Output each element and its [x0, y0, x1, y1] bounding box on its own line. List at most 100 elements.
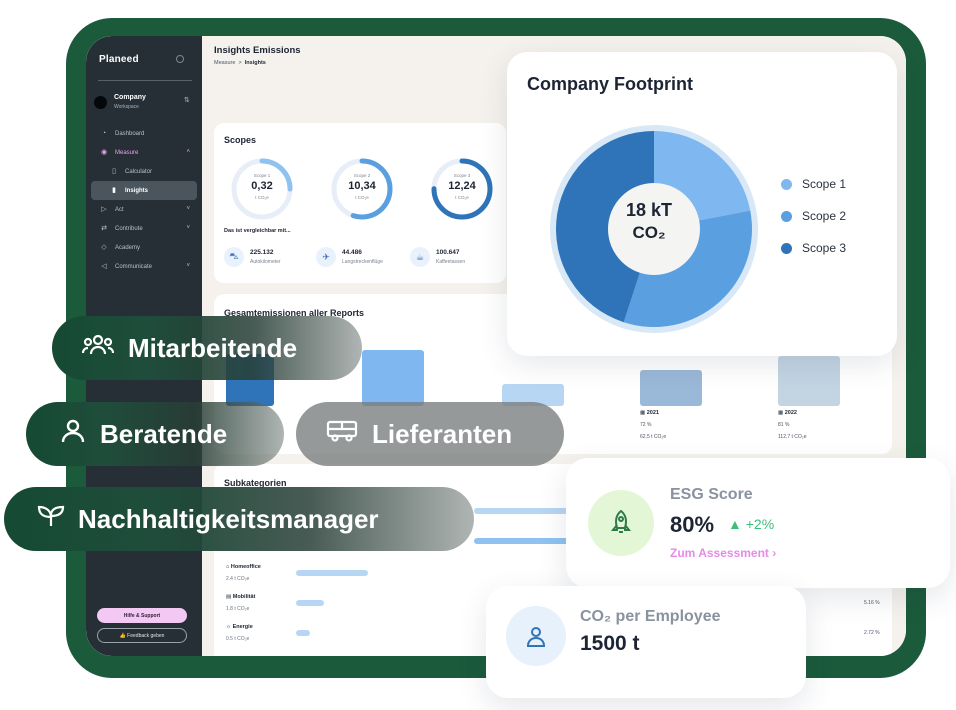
comparison-title: Das ist vergleichbar mit... [224, 228, 291, 234]
footprint-pie-chart [550, 125, 758, 333]
subcat-mobility: ▤ Mobilität [226, 594, 256, 600]
subcat-homeoffice: ⌂ Homeoffice [226, 564, 261, 570]
sidebar-item-act[interactable]: ▷ Act ˅ [86, 200, 202, 219]
year-2022-percent: 81 % [778, 422, 790, 428]
footprint-center-unit: CO₂ [632, 223, 666, 242]
role-label: Lieferanten [372, 418, 513, 449]
car-icon: ⛍ [224, 247, 244, 267]
sidebar-item-label: Act [115, 206, 124, 213]
role-label: Nachhaltigkeitsmanager [78, 503, 379, 534]
legend-label: Scope 1 [802, 177, 847, 191]
page-title: Insights Emissions [214, 45, 301, 56]
scope2-value: 10,34 [348, 180, 376, 192]
sidebar-item-contribute[interactable]: ⇄ Contribute ˅ [86, 219, 202, 238]
legend-scope3: Scope 3 [781, 241, 846, 255]
plane-icon: ✈ [316, 247, 336, 267]
year-2022-label: ▦ 2022 [778, 410, 797, 416]
measure-icon: ◉ [100, 148, 108, 156]
scope3-ring [431, 158, 493, 220]
footprint-title: Company Footprint [527, 74, 693, 94]
sidebar-divider [98, 80, 192, 81]
year-2021-label: ▦ 2021 [640, 410, 659, 416]
workspace-subtitle: Workspace [114, 104, 139, 110]
esg-trend-value: +2% [745, 516, 775, 532]
role-pill-mitarbeitende[interactable]: Mitarbeitende [52, 316, 362, 380]
scope2-unit: t CO₂e [355, 195, 369, 200]
esg-score-card: ESG Score 80% ▲ +2% Zum Assessment › [566, 458, 950, 588]
sidebar-item-label: Calculator [125, 168, 153, 175]
scope2-label: Scope 2 [353, 173, 371, 178]
breadcrumb: Measure > Insights [214, 60, 266, 66]
co2-per-employee-card: CO₂ per Employee 1500 t [486, 586, 806, 698]
stat-label: Kaffeetassen [436, 259, 466, 265]
subcat-value: 1.8 t CO₂e [226, 606, 250, 612]
feedback-button[interactable]: 👍 Feedback geben [97, 628, 187, 643]
chevron-up-icon: ˄ [186, 149, 190, 155]
role-pill-lieferanten[interactable]: Lieferanten [296, 402, 564, 466]
legend-dot [781, 210, 792, 222]
sidebar-item-label: Contribute [115, 225, 143, 232]
sidebar-item-measure[interactable]: ◉ Measure ˄ [86, 143, 202, 162]
legend-label: Scope 2 [802, 209, 847, 223]
legend-scope2: Scope 2 [781, 209, 846, 223]
subcat-label: Homeoffice [230, 564, 261, 570]
chevron-down-icon: ˅ [186, 225, 190, 231]
subcat-percent: 2.72 % [864, 630, 880, 636]
bar-2022 [778, 356, 840, 406]
chevron-down-icon: ˅ [186, 263, 190, 269]
dashboard-icon: ◔ [101, 129, 107, 137]
assessment-link[interactable]: Zum Assessment › [670, 546, 777, 560]
esg-trend: ▲ +2% [728, 516, 775, 532]
communicate-icon: ◁ [101, 262, 107, 270]
workspace-name[interactable]: Company [114, 94, 146, 101]
stat-value: 44.486 [342, 249, 362, 256]
sidebar-item-calculator[interactable]: ▯ Calculator [86, 162, 202, 181]
legend-label: Scope 3 [802, 241, 847, 255]
rocket-icon [588, 490, 654, 556]
year-2022-value: 112,7 t CO₂e [778, 434, 807, 440]
co2-title: CO₂ per Employee [580, 608, 721, 625]
footprint-center-value: 18 kT [625, 200, 673, 220]
workspace-switch-icon[interactable]: ⇅ [184, 97, 190, 104]
sidebar-item-label: Insights [125, 187, 149, 194]
bar-2020b [502, 384, 564, 406]
subcategory-bar [296, 570, 368, 576]
chevron-down-icon: ˅ [186, 206, 190, 212]
subcat-value: 0.5 t CO₂e [226, 636, 250, 642]
coffee-icon: ☕ [410, 247, 430, 267]
role-pill-nachhaltigkeitsmanager[interactable]: Nachhaltigkeitsmanager [4, 487, 474, 551]
legend-dot [781, 178, 792, 190]
sidebar-nav: ◔ Dashboard ◉ Measure ˄ ▯ Calculator ▮ I… [86, 124, 202, 276]
sidebar-item-label: Communicate [115, 263, 153, 270]
year-2021-value: 62,5 t CO₂e [640, 434, 667, 440]
pie-slice-scope3 [556, 131, 654, 323]
help-support-button[interactable]: Hilfe & Support [97, 608, 187, 623]
contribute-icon: ⇄ [101, 224, 107, 232]
stat-label: Autokilometer [250, 259, 281, 265]
scope2-progress-arc [331, 158, 393, 220]
sidebar-item-communicate[interactable]: ◁ Communicate ˅ [86, 257, 202, 276]
scope1-unit: t CO₂e [255, 195, 269, 200]
scope3-value: 12,24 [448, 180, 476, 192]
scope3-label: Scope 3 [453, 173, 471, 178]
person-icon [60, 418, 86, 451]
year-2021-percent: 72 % [640, 422, 652, 428]
truck-icon [326, 419, 358, 450]
insights-icon: ▮ [112, 186, 116, 194]
legend-dot [781, 242, 792, 254]
pie-center [608, 183, 700, 275]
scopes-card: Scopes Scope 1 0,32 t CO₂e Scope 2 10,34… [214, 123, 506, 283]
sidebar-item-academy[interactable]: ◇ Academy [86, 238, 202, 257]
sidebar-item-label: Dashboard [115, 130, 145, 137]
scope3-progress-arc [431, 158, 493, 220]
esg-title: ESG Score [670, 486, 753, 503]
bar-2020a [362, 350, 424, 406]
workspace-avatar [94, 96, 107, 109]
app-logo: Planeed [99, 54, 139, 65]
settings-dot-icon[interactable] [176, 55, 184, 63]
sidebar-item-insights[interactable]: ▮ Insights [91, 181, 197, 200]
breadcrumb-current: Insights [244, 60, 266, 66]
role-pill-beratende[interactable]: Beratende [26, 402, 284, 466]
breadcrumb-root[interactable]: Measure [214, 60, 236, 66]
sidebar-item-dashboard[interactable]: ◔ Dashboard [86, 124, 202, 143]
